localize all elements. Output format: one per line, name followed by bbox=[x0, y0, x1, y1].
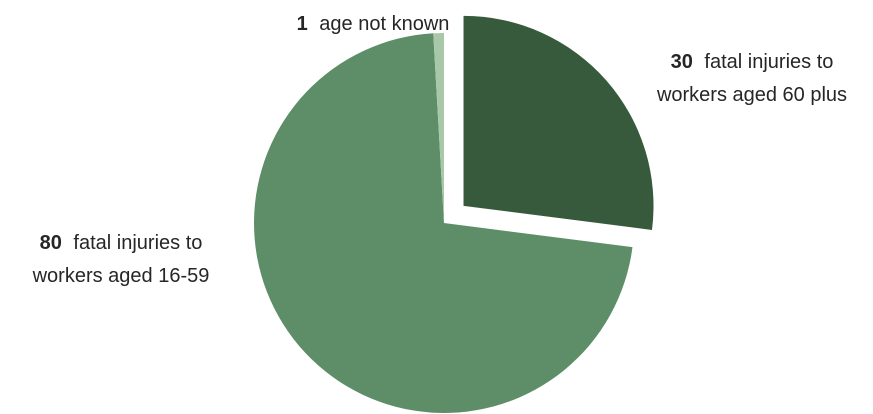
label-16to59: 80 fatal injuries to bbox=[40, 232, 203, 254]
label-unknown: 1 age not known bbox=[297, 13, 450, 35]
label-unknown-line1: age not known bbox=[319, 13, 449, 35]
label-60plus-line1: fatal injuries to bbox=[704, 51, 833, 73]
pie-slices bbox=[253, 15, 654, 414]
label-16to59-line1: fatal injuries to bbox=[73, 232, 202, 254]
pie-slice-60plus bbox=[463, 15, 654, 230]
pie-slice-unknown bbox=[433, 33, 444, 223]
label-60plus: 30 fatal injuries to bbox=[671, 51, 834, 73]
label-60plus-line2: workers aged 60 plus bbox=[656, 84, 847, 106]
label-16to59-line2: workers aged 16-59 bbox=[32, 265, 210, 287]
pie-slice-16to59 bbox=[253, 33, 633, 414]
